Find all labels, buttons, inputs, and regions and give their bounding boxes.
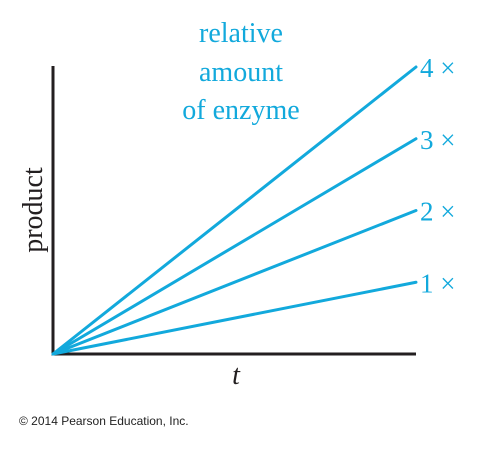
series-line-4 [51,65,418,356]
x-axis-label: t [232,360,241,391]
annotation-line-2: amount [199,57,283,88]
annotation-line-3: of enzyme [182,95,299,126]
copyright-text: © 2014 Pearson Education, Inc. [19,414,189,428]
annotation-line-1: relative [199,18,283,49]
series-label-2: 2 × [420,197,455,227]
series-line-1 [51,280,418,356]
series-line-2 [51,209,418,356]
series-line-3 [51,137,418,356]
series-label-4: 4 × [420,53,455,83]
series-label-3: 3 × [420,125,455,155]
series-label-1: 1 × [420,268,455,298]
y-axis-label: product [18,167,49,253]
